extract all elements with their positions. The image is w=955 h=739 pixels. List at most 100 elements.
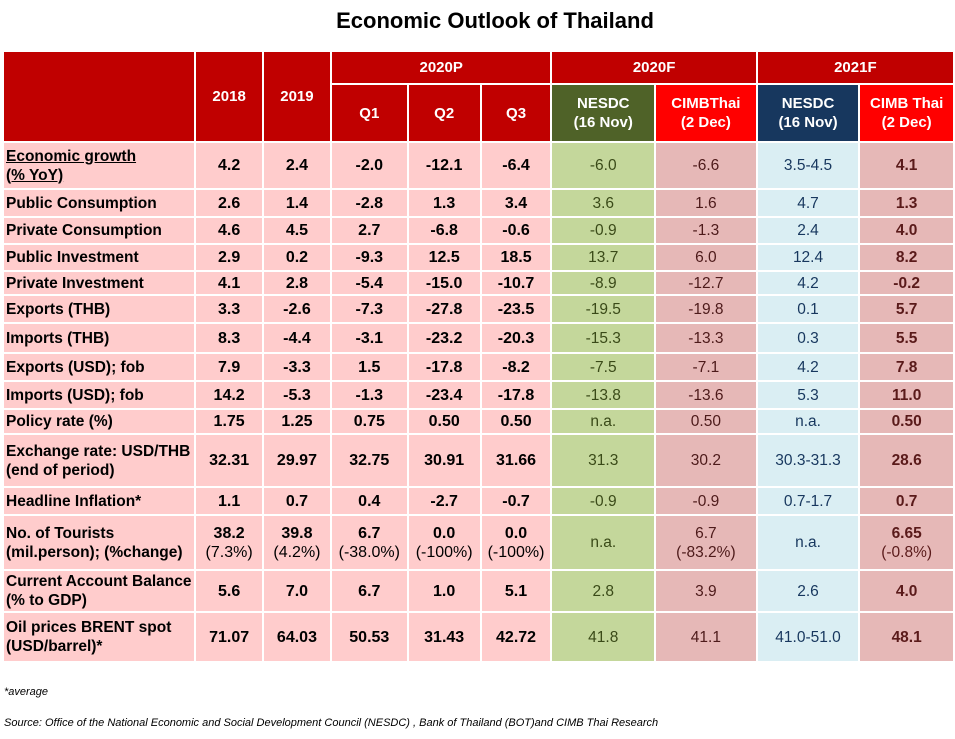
table-cell: -0.2 xyxy=(858,270,955,296)
header-2020p: 2020P xyxy=(329,50,553,85)
table-cell: -23.4 xyxy=(406,380,482,410)
table-cell: 4.0 xyxy=(858,216,955,245)
table-cell: -13.3 xyxy=(654,322,758,354)
table-cell: 64.03 xyxy=(262,611,332,663)
table-cell: 4.2 xyxy=(194,141,265,190)
table-cell: -0.6 xyxy=(479,216,553,245)
table-cell: 5.5 xyxy=(858,322,955,354)
table-cell: 71.07 xyxy=(194,611,265,663)
row-label: Private Consumption xyxy=(1,216,197,245)
footnote: *average xyxy=(4,686,49,698)
table-cell: 0.0 (-100%) xyxy=(479,514,553,571)
row-label: Imports (THB) xyxy=(1,322,197,354)
table-cell: -7.3 xyxy=(329,294,409,324)
table-cell: 4.0 xyxy=(858,569,955,613)
header-corner xyxy=(1,50,197,143)
table-cell: 30.91 xyxy=(406,433,482,488)
table-cell: 29.97 xyxy=(262,433,332,488)
header-nesdc-2020: NESDC (16 Nov) xyxy=(550,83,657,143)
table-cell: 1.25 xyxy=(262,408,332,435)
table-cell: -0.7 xyxy=(479,486,553,516)
header-2018: 2018 xyxy=(194,50,265,143)
table-cell: 4.1 xyxy=(194,270,265,296)
table-cell: 32.31 xyxy=(194,433,265,488)
row-label: Policy rate (%) xyxy=(1,408,197,435)
table-cell: 4.5 xyxy=(262,216,332,245)
table-cell: n.a. xyxy=(755,514,861,571)
table-cell: 50.53 xyxy=(329,611,409,663)
table-cell: 0.50 xyxy=(858,408,955,435)
table-cell: 11.0 xyxy=(858,380,955,410)
header-q1: Q1 xyxy=(329,83,409,143)
table-cell: 30.2 xyxy=(654,433,758,488)
table-cell: 41.0-51.0 xyxy=(755,611,861,663)
table-cell: -2.6 xyxy=(262,294,332,324)
table-cell: 2.6 xyxy=(194,188,265,218)
table-cell: 18.5 xyxy=(479,243,553,272)
table-cell: 3.4 xyxy=(479,188,553,218)
table-cell: -10.7 xyxy=(479,270,553,296)
table-cell: 31.66 xyxy=(479,433,553,488)
table-cell: -0.9 xyxy=(654,486,758,516)
table-cell: -2.7 xyxy=(406,486,482,516)
table-row: Exports (USD); fob 7.9 -3.3 1.5 -17.8 -8.2 -7.… xyxy=(1,352,955,382)
table-cell: 2.8 xyxy=(550,569,657,613)
table-cell: 3.3 xyxy=(194,294,265,324)
table-cell: 12.5 xyxy=(406,243,482,272)
table-cell: -7.1 xyxy=(654,352,758,382)
table-cell: -7.5 xyxy=(550,352,657,382)
table-cell: 6.7 (-38.0%) xyxy=(329,514,409,571)
table-cell: -1.3 xyxy=(329,380,409,410)
table-cell: n.a. xyxy=(550,514,657,571)
header-2021f: 2021F xyxy=(755,50,955,85)
table-cell: -0.9 xyxy=(550,486,657,516)
header-q2: Q2 xyxy=(406,83,482,143)
table-cell: -17.8 xyxy=(479,380,553,410)
table-cell: -3.3 xyxy=(262,352,332,382)
table-cell: 1.0 xyxy=(406,569,482,613)
table-cell: 2.9 xyxy=(194,243,265,272)
table-cell: -5.4 xyxy=(329,270,409,296)
table-cell: -23.5 xyxy=(479,294,553,324)
table-cell: 6.7 (-83.2%) xyxy=(654,514,758,571)
table-cell: 41.8 xyxy=(550,611,657,663)
header-cimb-2020: CIMBThai (2 Dec) xyxy=(654,83,758,143)
table-cell: -12.7 xyxy=(654,270,758,296)
table-cell: -12.1 xyxy=(406,141,482,190)
table-cell: -4.4 xyxy=(262,322,332,354)
row-label: Exchange rate: USD/THB (end of period) xyxy=(1,433,197,488)
table-row: Oil prices BRENT spot (USD/barrel)* 71.07 6… xyxy=(1,611,955,663)
table-row: Exports (THB) 3.3 -2.6 -7.3 -27.8 -23.5 -19.5-… xyxy=(1,294,955,324)
table-cell: 0.75 xyxy=(329,408,409,435)
table-cell: n.a. xyxy=(755,408,861,435)
table-cell: 31.3 xyxy=(550,433,657,488)
table-row: Headline Inflation* 1.1 0.7 0.4 -2.7 -0.7 -0.9… xyxy=(1,486,955,516)
table-cell: 0.0 (-100%) xyxy=(406,514,482,571)
table-cell: 8.2 xyxy=(858,243,955,272)
table-cell: -13.6 xyxy=(654,380,758,410)
table-cell: 42.72 xyxy=(479,611,553,663)
table-cell: 39.8 (4.2%) xyxy=(262,514,332,571)
table-cell: 0.2 xyxy=(262,243,332,272)
header-2020f: 2020F xyxy=(550,50,758,85)
table-cell: -13.8 xyxy=(550,380,657,410)
table-cell: 3.6 xyxy=(550,188,657,218)
row-label: Public Consumption xyxy=(1,188,197,218)
table-cell: -0.9 xyxy=(550,216,657,245)
table-cell: 2.4 xyxy=(755,216,861,245)
table-row: Policy rate (%) 1.75 1.25 0.75 0.50 0.50 n.a. 0… xyxy=(1,408,955,435)
table-cell: 4.6 xyxy=(194,216,265,245)
table-cell: 30.3-31.3 xyxy=(755,433,861,488)
table-cell: 3.9 xyxy=(654,569,758,613)
table-row: Public Consumption 2.6 1.4 -2.8 1.3 3.4 3.6 1.6… xyxy=(1,188,955,218)
table-cell: 6.7 xyxy=(329,569,409,613)
table-cell: n.a. xyxy=(550,408,657,435)
table-cell: 38.2 (7.3%) xyxy=(194,514,265,571)
table-cell: 0.50 xyxy=(479,408,553,435)
row-label: Economic growth (% YoY) xyxy=(1,141,197,190)
row-label: Public Investment xyxy=(1,243,197,272)
table-cell: -6.4 xyxy=(479,141,553,190)
table-cell: -15.3 xyxy=(550,322,657,354)
table-cell: -27.8 xyxy=(406,294,482,324)
header-cimb-2021: CIMB Thai (2 Dec) xyxy=(858,83,955,143)
